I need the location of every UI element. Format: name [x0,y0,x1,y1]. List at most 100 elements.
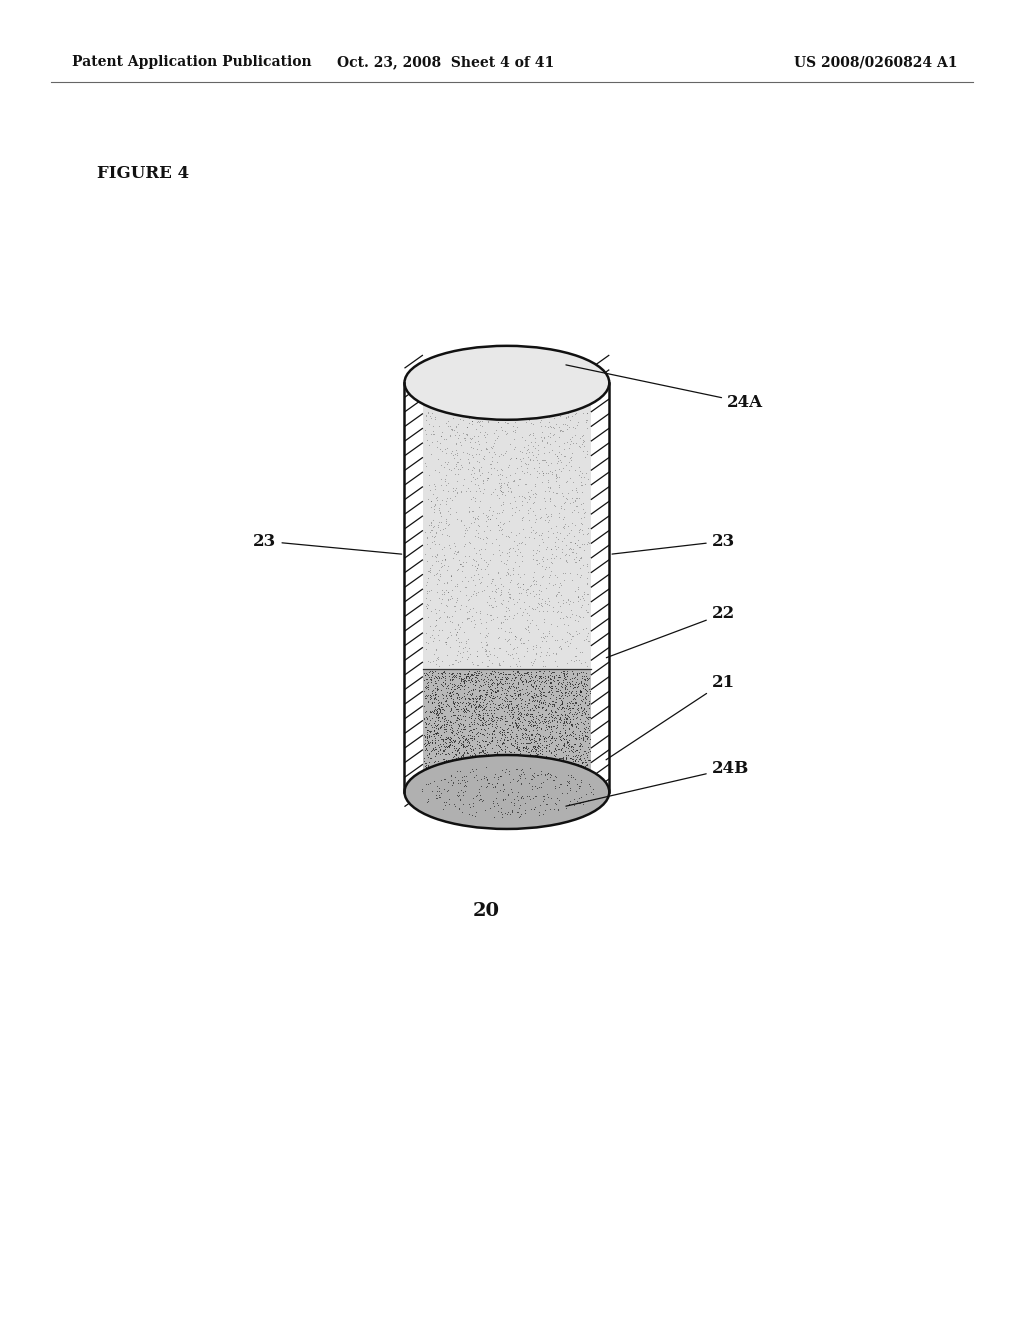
Point [472,387,488,408]
Point [455,752,471,774]
Point [562,628,579,649]
Point [427,545,443,566]
Point [475,708,492,729]
Point [568,760,585,781]
Point [482,463,499,484]
Point [433,426,450,447]
Point [478,684,495,705]
Point [545,601,561,622]
Point [463,696,479,717]
Point [516,645,532,667]
Point [449,744,465,766]
Point [500,480,516,502]
Point [488,680,505,701]
Point [500,677,516,698]
Point [570,519,587,540]
Point [474,447,490,469]
Point [555,669,571,690]
Point [465,752,481,774]
Point [485,741,502,762]
Point [528,484,545,506]
Point [456,622,472,643]
Point [516,770,532,791]
Point [429,714,445,735]
Point [419,760,435,781]
Point [559,418,575,440]
Point [457,706,473,727]
Point [521,401,538,422]
Point [450,590,466,611]
Point [528,554,545,576]
Point [508,686,524,708]
Point [578,718,594,739]
Point [488,768,505,789]
Point [499,685,515,706]
Point [549,711,565,733]
Point [439,480,456,502]
Point [436,792,453,813]
Point [575,730,592,751]
Point [461,451,477,473]
Point [472,414,488,436]
Point [465,673,481,694]
Point [458,668,474,689]
Point [530,743,547,764]
Point [535,713,551,734]
Point [553,686,569,708]
Point [531,711,548,733]
Point [546,696,562,717]
Point [422,561,438,582]
Point [442,722,459,743]
Point [515,737,531,758]
Point [512,766,528,787]
Point [554,693,570,714]
Point [570,529,587,550]
Point [517,800,534,821]
Point [527,635,544,656]
Point [470,777,486,799]
Point [517,672,534,693]
Point [561,793,578,814]
Point [565,767,582,788]
Point [562,747,579,768]
Point [467,688,483,709]
Point [426,502,442,523]
Point [445,735,462,756]
Point [524,413,541,434]
Point [485,766,502,787]
Point [495,499,511,520]
Point [440,727,457,748]
Point [418,574,434,595]
Point [540,763,556,784]
Point [485,759,502,780]
Point [558,709,574,730]
Point [537,770,553,791]
Point [549,669,565,690]
Point [467,574,483,595]
Point [478,726,495,747]
Point [568,744,585,766]
Point [469,664,485,685]
Point [494,722,510,743]
Point [476,640,493,661]
Point [494,594,510,615]
Point [417,717,433,738]
Point [450,705,466,726]
Point [465,746,481,767]
Point [470,734,486,755]
Point [422,615,438,636]
Point [419,527,435,548]
Point [466,725,482,746]
Point [460,694,476,715]
Point [430,718,446,739]
Point [569,739,586,760]
Point [481,797,498,818]
Point [441,535,458,556]
Point [447,478,464,499]
Point [503,521,519,543]
Point [428,582,444,603]
Point [534,735,550,756]
Point [525,598,542,619]
Point [534,770,550,791]
Point [424,762,440,783]
